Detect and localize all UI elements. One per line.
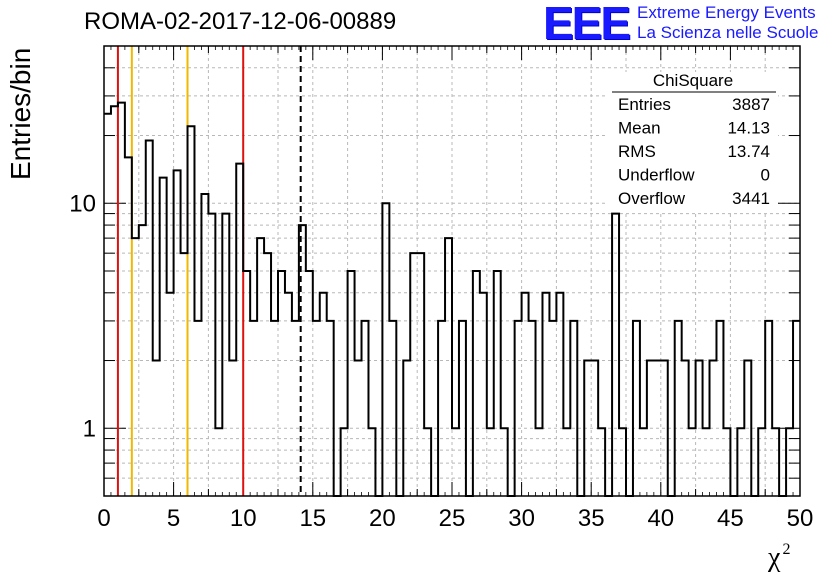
x-tick-label: 20: [369, 505, 396, 532]
stats-value: 13.74: [727, 142, 770, 161]
stats-label: Entries: [618, 95, 671, 114]
plot-frame: [103, 45, 801, 497]
histogram: [104, 101, 800, 497]
stats-value: 3441: [732, 189, 770, 208]
stats-label: RMS: [618, 142, 656, 161]
x-tick-label: 50: [787, 505, 814, 532]
stats-label: Overflow: [618, 189, 686, 208]
stats-value: 14.13: [727, 119, 770, 138]
x-tick-label: 30: [508, 505, 535, 532]
x-tick-labels: 0 5 10 15 20 25 30 35 40 45 50: [97, 505, 813, 532]
y-tick-label: 1: [83, 415, 96, 442]
x-tick-label: 35: [578, 505, 605, 532]
stats-label: Mean: [618, 119, 661, 138]
y-tick-labels: 1 10: [69, 190, 96, 442]
x-tick-label: 40: [647, 505, 674, 532]
stats-value: 3887: [732, 95, 770, 114]
x-tick-label: 25: [439, 505, 466, 532]
stats-box: ChiSquare Entries 3887 Mean 14.13 RMS 13.74 Un…: [608, 71, 778, 212]
x-tick-label: 15: [299, 505, 326, 532]
x-tick-label: 45: [717, 505, 744, 532]
logo-subtitle-2: La Scienza nelle Scuole: [637, 23, 819, 42]
x-tick-label: 10: [230, 505, 257, 532]
stats-title: ChiSquare: [653, 71, 733, 90]
logo-subtitle-1: Extreme Energy Events: [637, 3, 816, 22]
x-tick-label: 5: [167, 505, 180, 532]
y-axis-label: Entries/bin: [5, 48, 36, 180]
histogram-line: [104, 101, 800, 497]
run-title: ROMA-02-2017-12-06-00889: [84, 8, 397, 35]
eee-logo: EEE: [543, 0, 631, 49]
y-tick-label: 10: [69, 190, 96, 217]
stats-label: Underflow: [618, 166, 695, 185]
stats-value: 0: [761, 166, 770, 185]
x-tick-label: 0: [97, 505, 110, 532]
